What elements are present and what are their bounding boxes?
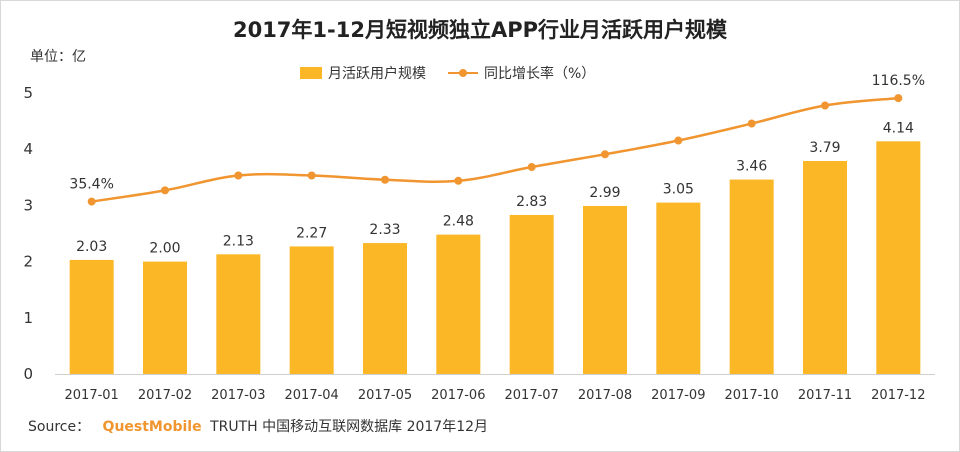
legend-item-bar: 月活跃用户规模 xyxy=(300,63,426,83)
bar xyxy=(803,161,847,374)
bar-value-label: 2.48 xyxy=(443,214,474,230)
bar xyxy=(289,246,334,374)
legend-item-line: 同比增长率（%） xyxy=(448,63,595,83)
bar xyxy=(216,254,261,374)
y-tick-label: 2 xyxy=(23,253,33,271)
growth-line xyxy=(91,96,899,203)
bar xyxy=(583,205,627,374)
growth-point xyxy=(161,186,169,195)
bar-value-label: 3.46 xyxy=(736,159,767,175)
y-tick-label: 3 xyxy=(23,196,33,214)
growth-point xyxy=(381,175,389,184)
bar-value-label: 4.14 xyxy=(883,120,914,136)
x-tick-label: 2017-09 xyxy=(651,388,705,403)
x-tick-label: 2017-04 xyxy=(285,388,339,403)
bar-value-label: 2.00 xyxy=(149,241,180,257)
growth-point xyxy=(821,101,829,110)
y-tick-label: 4 xyxy=(23,140,33,158)
x-tick-label: 2017-02 xyxy=(138,388,192,403)
growth-value-label: 116.5% xyxy=(872,73,925,89)
legend: 月活跃用户规模 同比增长率（%） xyxy=(300,63,617,83)
growth-point xyxy=(234,171,243,180)
source-brand: QuestMobile xyxy=(102,419,202,435)
growth-point xyxy=(674,136,683,145)
growth-value-label: 35.4% xyxy=(69,177,113,193)
legend-bar-label: 月活跃用户规模 xyxy=(328,66,426,82)
growth-point xyxy=(307,171,316,180)
source-prefix: Source： xyxy=(28,419,91,435)
growth-point xyxy=(454,176,463,185)
x-tick-label: 2017-05 xyxy=(358,388,412,403)
bar xyxy=(656,202,701,374)
x-tick-label: 2017-06 xyxy=(431,388,485,403)
source-line: Source： QuestMobile TRUTH 中国移动互联网数据库 201… xyxy=(28,416,488,436)
unit-label: 单位：亿 xyxy=(30,49,86,65)
legend-line-label: 同比增长率（%） xyxy=(484,66,596,82)
bar xyxy=(509,214,554,374)
bar xyxy=(143,261,187,374)
source-suffix: TRUTH 中国移动互联网数据库 2017年12月 xyxy=(210,419,489,435)
bar-value-label: 2.27 xyxy=(296,225,327,241)
x-tick-label: 2017-01 xyxy=(65,388,119,403)
growth-point xyxy=(894,94,903,103)
bar-value-label: 2.13 xyxy=(223,233,254,249)
chart-title: 2017年1-12月短视频独立APP行业月活跃用户规模 xyxy=(232,18,728,42)
x-tick-label: 2017-12 xyxy=(871,388,925,403)
bar xyxy=(436,234,481,374)
bar xyxy=(363,243,407,374)
growth-point xyxy=(601,150,609,159)
x-tick-label: 2017-11 xyxy=(798,388,852,403)
bar-value-label: 2.83 xyxy=(516,194,547,210)
y-tick-label: 5 xyxy=(23,84,33,102)
x-tick-label: 2017-08 xyxy=(578,388,632,403)
growth-point xyxy=(527,163,536,172)
bar-value-label: 2.99 xyxy=(589,185,620,201)
x-tick-label: 2017-03 xyxy=(211,388,265,403)
y-tick-label: 0 xyxy=(23,365,33,383)
x-tick-label: 2017-07 xyxy=(505,388,559,403)
legend-line-swatch xyxy=(448,67,478,79)
bar-value-label: 2.33 xyxy=(369,222,400,238)
x-tick-label: 2017-10 xyxy=(725,388,779,403)
legend-bar-swatch xyxy=(300,67,322,79)
growth-point xyxy=(87,197,96,206)
growth-point xyxy=(747,119,756,128)
y-tick-label: 1 xyxy=(23,309,33,327)
bar-value-label: 3.79 xyxy=(809,140,840,156)
bar xyxy=(876,141,921,374)
bar xyxy=(729,179,774,374)
bar-value-label: 2.03 xyxy=(76,239,107,255)
bar xyxy=(69,259,114,374)
bar-value-label: 3.05 xyxy=(663,182,694,198)
